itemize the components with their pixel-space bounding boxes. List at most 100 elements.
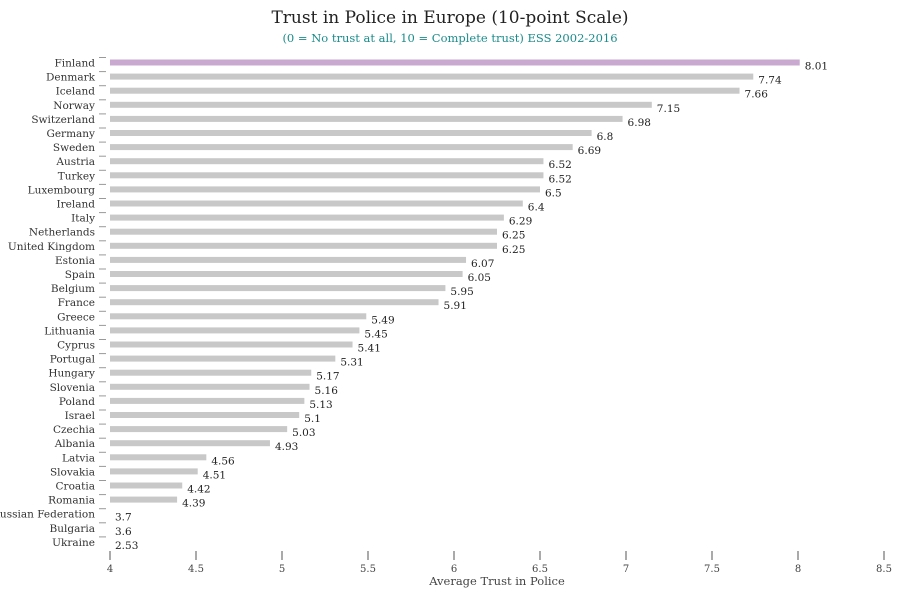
chart-subtitle: (0 = No trust at all, 10 = Complete trus… (282, 31, 618, 45)
category-label: Bulgaria (50, 523, 95, 535)
category-label: Latvia (62, 452, 95, 464)
bar (110, 256, 467, 263)
x-tick-label: 6 (451, 564, 457, 575)
value-label: 6.5 (545, 187, 562, 199)
bar (110, 214, 504, 221)
value-label: 5.95 (450, 286, 473, 298)
value-label: 4.93 (275, 441, 298, 453)
value-label: 4.51 (203, 469, 226, 481)
value-label: 6.69 (578, 145, 601, 157)
bar (110, 369, 312, 376)
value-label: 6.25 (502, 230, 525, 242)
bar (110, 426, 288, 433)
bar (110, 158, 544, 165)
value-label: 6.25 (502, 244, 525, 256)
category-label: Greece (57, 311, 95, 323)
x-tick-label: 4.5 (188, 564, 204, 575)
value-label: 4.42 (187, 484, 210, 496)
bar (110, 115, 623, 122)
x-tick-label: 8.5 (876, 564, 892, 575)
value-label: 6.8 (597, 131, 614, 143)
bar (110, 144, 573, 151)
x-tick-label: 4 (107, 564, 113, 575)
value-label: 6.4 (528, 202, 545, 214)
bar (110, 73, 754, 80)
bar (110, 130, 592, 136)
value-label: 6.52 (548, 173, 571, 185)
value-label: 6.05 (468, 272, 491, 284)
bar (110, 496, 178, 503)
category-label: Germany (46, 128, 95, 140)
value-label: 7.66 (745, 89, 769, 101)
category-label: Finland (54, 58, 95, 70)
bar (110, 482, 183, 489)
category-label: Spain (65, 269, 96, 281)
category-label: Ukraine (52, 537, 95, 549)
category-label: Portugal (50, 354, 96, 366)
bar (110, 313, 367, 320)
category-label: Poland (59, 396, 95, 408)
x-tick-label: 7 (623, 564, 629, 575)
value-label: 5.41 (358, 343, 381, 355)
category-label: United Kingdom (8, 241, 95, 253)
category-label: Slovenia (50, 382, 95, 394)
bar (110, 271, 463, 277)
chart-title: Trust in Police in Europe (10-point Scal… (271, 8, 629, 28)
value-label: 5.17 (316, 371, 339, 383)
value-label: 4.56 (211, 455, 235, 467)
bar (110, 355, 336, 362)
category-label: Hungary (48, 368, 95, 380)
value-label: 3.7 (115, 512, 132, 524)
category-label: Romania (48, 495, 95, 507)
x-tick-label: 6.5 (532, 564, 548, 575)
category-label: Austria (55, 156, 95, 168)
category-label: Iceland (56, 86, 96, 98)
category-label: Sweden (53, 142, 95, 154)
x-tick-label: 5.5 (360, 564, 376, 575)
category-label: Lithuania (44, 325, 95, 337)
category-label: Netherlands (29, 227, 95, 239)
bar (110, 299, 439, 306)
category-label: Albania (54, 438, 95, 450)
x-axis-label: Average Trust in Police (428, 574, 565, 588)
x-tick-label: 5 (279, 564, 285, 575)
category-label: Norway (53, 100, 95, 112)
category-label: Croatia (56, 481, 95, 493)
bar (110, 412, 300, 418)
bar (110, 440, 270, 447)
value-label: 6.52 (548, 159, 571, 171)
bar (110, 172, 544, 179)
category-label: Denmark (46, 72, 96, 84)
value-label: 5.13 (309, 399, 332, 411)
bar (110, 200, 523, 207)
bar (110, 228, 497, 235)
category-label: Italy (71, 213, 95, 225)
x-tick-label: 8 (795, 564, 801, 575)
bar (110, 285, 446, 292)
bar (110, 186, 540, 193)
bar (110, 454, 207, 461)
bar (110, 87, 740, 94)
value-label: 7.15 (657, 103, 680, 115)
category-label: Ireland (57, 199, 96, 211)
category-label: Israel (65, 410, 96, 422)
bar (110, 327, 360, 334)
value-label: 6.07 (471, 258, 494, 270)
value-label: 5.1 (304, 413, 321, 425)
value-label: 5.03 (292, 427, 315, 439)
value-label: 8.01 (805, 61, 828, 73)
value-label: 5.91 (444, 300, 467, 312)
value-label: 6.98 (628, 117, 651, 129)
category-label: Luxembourg (28, 184, 96, 196)
bar (110, 383, 310, 390)
category-label: Switzerland (31, 114, 95, 126)
value-label: 6.29 (509, 216, 532, 228)
bar (110, 397, 305, 404)
bar (110, 59, 800, 66)
bar (110, 242, 497, 249)
category-label: France (58, 297, 95, 309)
value-label: 3.6 (115, 526, 132, 538)
value-label: 2.53 (115, 540, 138, 552)
